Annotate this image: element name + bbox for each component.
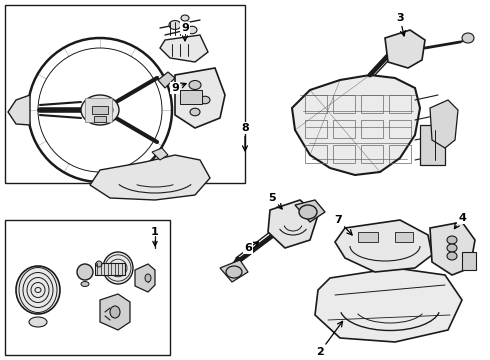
Polygon shape [90, 155, 210, 200]
Polygon shape [160, 35, 208, 62]
Ellipse shape [447, 252, 457, 260]
Ellipse shape [181, 15, 189, 21]
Text: 9: 9 [181, 23, 189, 41]
Polygon shape [315, 268, 462, 342]
Polygon shape [152, 148, 168, 160]
Bar [361, 145, 383, 163]
Polygon shape [100, 294, 130, 330]
Text: 1: 1 [151, 227, 159, 237]
Polygon shape [335, 220, 432, 272]
Ellipse shape [81, 95, 119, 125]
Bar [395, 232, 413, 242]
Text: 5: 5 [268, 193, 282, 209]
Polygon shape [8, 95, 30, 125]
Text: 6: 6 [244, 242, 258, 253]
Bar [462, 252, 476, 270]
Bar [389, 95, 411, 113]
Bar [5, 220, 170, 355]
Bar [333, 145, 355, 163]
Ellipse shape [77, 264, 93, 280]
Polygon shape [295, 200, 325, 222]
Ellipse shape [190, 108, 200, 116]
Polygon shape [220, 260, 248, 282]
Text: 8: 8 [241, 123, 249, 151]
Text: 9: 9 [171, 83, 186, 93]
Bar [358, 232, 378, 242]
Polygon shape [158, 72, 175, 88]
Text: 4: 4 [454, 213, 466, 229]
Ellipse shape [462, 33, 474, 43]
Ellipse shape [299, 205, 317, 219]
Ellipse shape [81, 282, 89, 287]
Bar [305, 95, 327, 113]
Bar [95, 263, 125, 275]
Bar [305, 120, 327, 138]
Ellipse shape [226, 266, 242, 278]
Text: 3: 3 [396, 13, 405, 36]
Ellipse shape [447, 244, 457, 252]
Bar [420, 125, 445, 165]
Polygon shape [268, 200, 318, 248]
Ellipse shape [96, 261, 102, 267]
Bar [361, 95, 383, 113]
Ellipse shape [189, 81, 201, 90]
Bar [389, 145, 411, 163]
Ellipse shape [29, 317, 47, 327]
Ellipse shape [145, 274, 151, 282]
Polygon shape [135, 264, 155, 292]
Ellipse shape [200, 96, 210, 104]
Text: 2: 2 [316, 321, 343, 357]
Ellipse shape [187, 26, 197, 34]
Text: 7: 7 [334, 215, 352, 235]
Ellipse shape [447, 236, 457, 244]
Ellipse shape [169, 21, 181, 30]
Bar [333, 120, 355, 138]
Bar [389, 120, 411, 138]
Ellipse shape [110, 306, 120, 318]
Polygon shape [85, 98, 112, 122]
Bar [305, 145, 327, 163]
Bar [5, 5, 245, 183]
Polygon shape [430, 222, 475, 275]
Ellipse shape [16, 266, 60, 314]
Polygon shape [292, 75, 420, 175]
Ellipse shape [87, 100, 113, 120]
Bar [92, 106, 108, 114]
Bar [333, 95, 355, 113]
Bar [180, 90, 202, 104]
Bar [361, 120, 383, 138]
Ellipse shape [103, 252, 133, 284]
Polygon shape [175, 68, 225, 128]
Bar [94, 116, 106, 122]
Polygon shape [430, 100, 458, 148]
Polygon shape [385, 30, 425, 68]
